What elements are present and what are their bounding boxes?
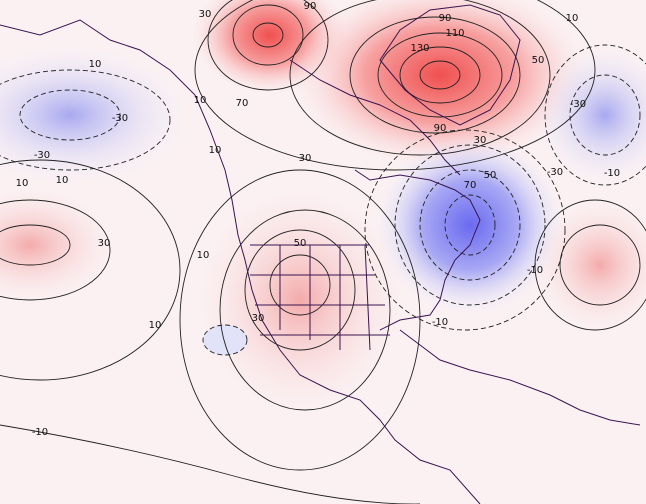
contour-labels: 90 30 90 110 130 50 10 10 -30 -30 10 10 10 70 30 90 30 -3… (16, 1, 621, 438)
contour-label: 10 (566, 13, 579, 24)
contour-label: -10 (432, 317, 448, 328)
contour-label: 50 (484, 170, 497, 181)
contour-label: 50 (532, 55, 545, 66)
contour-label: -30 (547, 167, 563, 178)
contour-label: 10 (56, 175, 69, 186)
contour-label: -30 (570, 99, 586, 110)
contour-label: 10 (194, 95, 207, 106)
contour-label: -10 (527, 265, 543, 276)
contour-label: -10 (32, 427, 48, 438)
contour-label: -10 (604, 168, 620, 179)
contour-label: 90 (439, 13, 452, 24)
contour-label: 10 (89, 59, 102, 70)
contour-label: 70 (236, 98, 249, 109)
contour-label: 30 (199, 9, 212, 20)
contour-label: 30 (474, 135, 487, 146)
contour-label: 30 (252, 313, 265, 324)
contour-label: 10 (149, 320, 162, 331)
contour-label: 10 (16, 178, 29, 189)
contour-label: 110 (445, 28, 464, 39)
contour-label: 130 (410, 43, 429, 54)
contour-label: -30 (112, 113, 128, 124)
contour-label: 90 (304, 1, 317, 12)
contour-label: 10 (197, 250, 210, 261)
contour-label: 30 (98, 238, 111, 249)
contour-label: 70 (464, 180, 477, 191)
coastlines (0, 4, 641, 504)
contour-label: 50 (294, 238, 307, 249)
contour-label: 30 (299, 153, 312, 164)
contour-label: 10 (209, 145, 222, 156)
contour-label: -30 (34, 150, 50, 161)
contour-label: 90 (434, 123, 447, 134)
